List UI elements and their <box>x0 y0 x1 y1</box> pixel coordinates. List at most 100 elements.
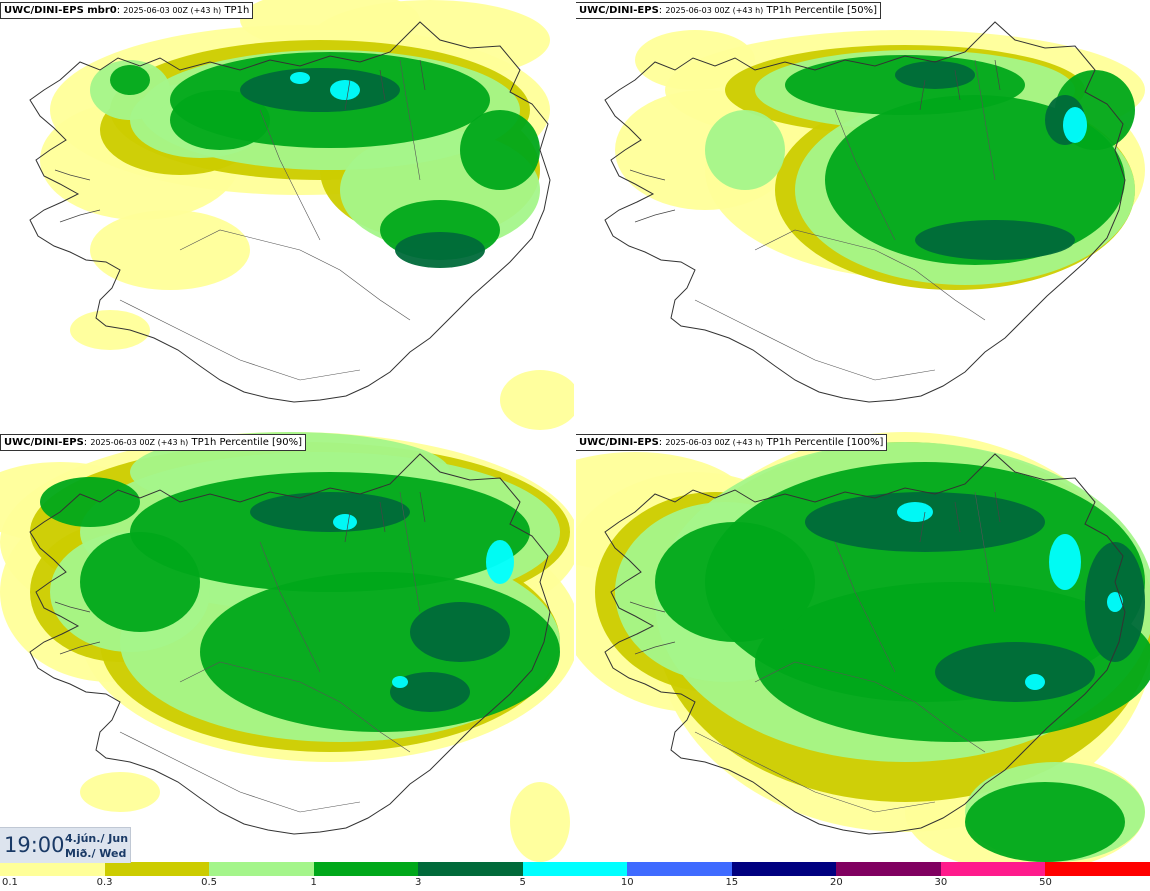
run-label: 2025-06-03 00Z (+43 h) <box>665 6 764 15</box>
model-label: UWC/DINI-EPS <box>579 437 659 448</box>
precip-area-light-yellow <box>90 210 250 290</box>
valid-date-line2: Mið./ Wed <box>65 847 127 860</box>
precip-map <box>604 21 1145 403</box>
run-label: 2025-06-03 00Z (+43 h) <box>123 6 222 15</box>
map-panel-p50: UWC/DINI-EPS: 2025-06-03 00Z (+43 h) TP1… <box>575 0 1150 430</box>
precip-area-light-green <box>705 110 785 190</box>
legend-label: 10 <box>620 877 634 888</box>
precip-area-dark-green <box>915 220 1075 260</box>
precip-map <box>29 0 575 430</box>
precip-area-green <box>785 55 1025 115</box>
precip-map <box>575 432 1150 862</box>
map-panel-p100: UWC/DINI-EPS: 2025-06-03 00Z (+43 h) TP1… <box>575 432 1150 862</box>
precip-area-dark-green <box>390 672 470 712</box>
legend-color-bar <box>0 862 1150 876</box>
precip-area-green <box>170 90 270 150</box>
precip-area-cyan <box>392 676 408 688</box>
valid-date-line1: 4.jún./ Jun <box>65 832 129 845</box>
model-label: UWC/DINI-EPS mbr0 <box>4 5 117 16</box>
panel-divider-horizontal <box>0 430 1150 432</box>
legend-swatch <box>731 862 837 876</box>
precip-area-green <box>80 532 200 632</box>
precip-area-cyan <box>290 72 310 84</box>
legend-swatch <box>522 862 628 876</box>
legend-label: 20 <box>829 877 843 888</box>
legend-swatch <box>1045 862 1150 876</box>
iceland-coastline <box>29 453 551 835</box>
precip-area-green <box>825 95 1125 265</box>
run-label: 2025-06-03 00Z (+43 h) <box>90 438 189 447</box>
legend-label: 1 <box>310 877 317 888</box>
color-legend: 0.1 0.3 0.5 1 3 5 10 15 20 30 50 <box>0 862 1150 891</box>
run-label: 2025-06-03 00Z (+43 h) <box>665 438 764 447</box>
legend-swatch <box>104 862 210 876</box>
iceland-coastline <box>604 453 1126 835</box>
iceland-coastline <box>604 21 1126 403</box>
precip-area-cyan <box>1049 534 1081 590</box>
panel-title: UWC/DINI-EPS: 2025-06-03 00Z (+43 h) TP1… <box>575 2 882 19</box>
precip-area-dark-green <box>240 68 400 112</box>
precip-area-cyan <box>330 80 360 100</box>
precip-area-light-yellow <box>70 310 150 350</box>
panel-title: UWC/DINI-EPS mbr0: 2025-06-03 00Z (+43 h… <box>0 2 254 19</box>
precip-area-green <box>110 65 150 95</box>
legend-swatch <box>0 862 105 876</box>
legend-label: 15 <box>725 877 739 888</box>
legend-label: 5 <box>519 877 526 888</box>
precip-area-light-yellow <box>240 0 420 50</box>
legend-swatch <box>313 862 419 876</box>
road-network <box>694 59 996 381</box>
precip-area-green <box>655 522 815 642</box>
legend-label: 3 <box>414 877 422 888</box>
precip-area-cyan <box>1107 592 1123 612</box>
legend-swatch <box>836 862 941 876</box>
legend-label: 0.1 <box>2 877 18 888</box>
model-label: UWC/DINI-EPS <box>579 5 659 16</box>
precip-area-dark-green <box>250 492 410 532</box>
legend-swatch <box>209 862 314 876</box>
fjord-lines <box>54 59 426 223</box>
precip-area-dark-green <box>395 232 485 268</box>
precip-area-cyan <box>1063 107 1087 143</box>
precip-area-green <box>460 110 540 190</box>
field-label: TP1h Percentile [100%] <box>766 437 884 448</box>
precip-area-light-yellow <box>635 30 755 90</box>
field-label: TP1h Percentile [50%] <box>766 5 878 16</box>
precip-area-cyan <box>1025 674 1045 690</box>
field-label: TP1h Percentile [90%] <box>191 437 303 448</box>
fjord-lines <box>629 491 1001 655</box>
map-panel-p90: UWC/DINI-EPS: 2025-06-03 00Z (+43 h) TP1… <box>0 432 575 862</box>
precip-area-cyan <box>486 540 514 584</box>
precip-area-light-yellow <box>80 772 160 812</box>
precip-map <box>0 432 575 862</box>
valid-time-clock: 19:00 <box>4 833 65 857</box>
iceland-coastline <box>29 21 551 403</box>
precip-area-dark-green <box>895 61 975 89</box>
road-network <box>119 491 421 813</box>
legend-swatch <box>940 862 1046 876</box>
model-label: UWC/DINI-EPS <box>4 437 84 448</box>
legend-swatch <box>418 862 523 876</box>
precip-area-green <box>40 477 140 527</box>
road-network <box>119 59 421 381</box>
precip-area-dark-green <box>410 602 510 662</box>
precip-area-green <box>965 782 1125 862</box>
precip-area-light-yellow <box>500 370 575 430</box>
precip-area-cyan <box>333 514 357 530</box>
road-network <box>694 491 996 813</box>
legend-label: 0.3 <box>96 877 113 888</box>
precip-area-green <box>200 572 560 732</box>
fjord-lines <box>629 59 1001 223</box>
fjord-lines <box>54 491 426 655</box>
panel-title: UWC/DINI-EPS: 2025-06-03 00Z (+43 h) TP1… <box>0 434 307 451</box>
precip-area-cyan <box>897 502 933 522</box>
precip-area-dark-green <box>935 642 1095 702</box>
field-label: TP1h <box>224 5 250 16</box>
precip-area-dark-green <box>805 492 1045 552</box>
valid-time-box: 19:00 4.jún./ Jun Mið./ Wed <box>0 827 131 863</box>
map-panel-member0: UWC/DINI-EPS mbr0: 2025-06-03 00Z (+43 h… <box>0 0 575 430</box>
legend-label: 50 <box>1039 877 1052 888</box>
legend-swatch <box>627 862 732 876</box>
panel-title: UWC/DINI-EPS: 2025-06-03 00Z (+43 h) TP1… <box>575 434 888 451</box>
legend-label: 0.5 <box>201 877 218 888</box>
